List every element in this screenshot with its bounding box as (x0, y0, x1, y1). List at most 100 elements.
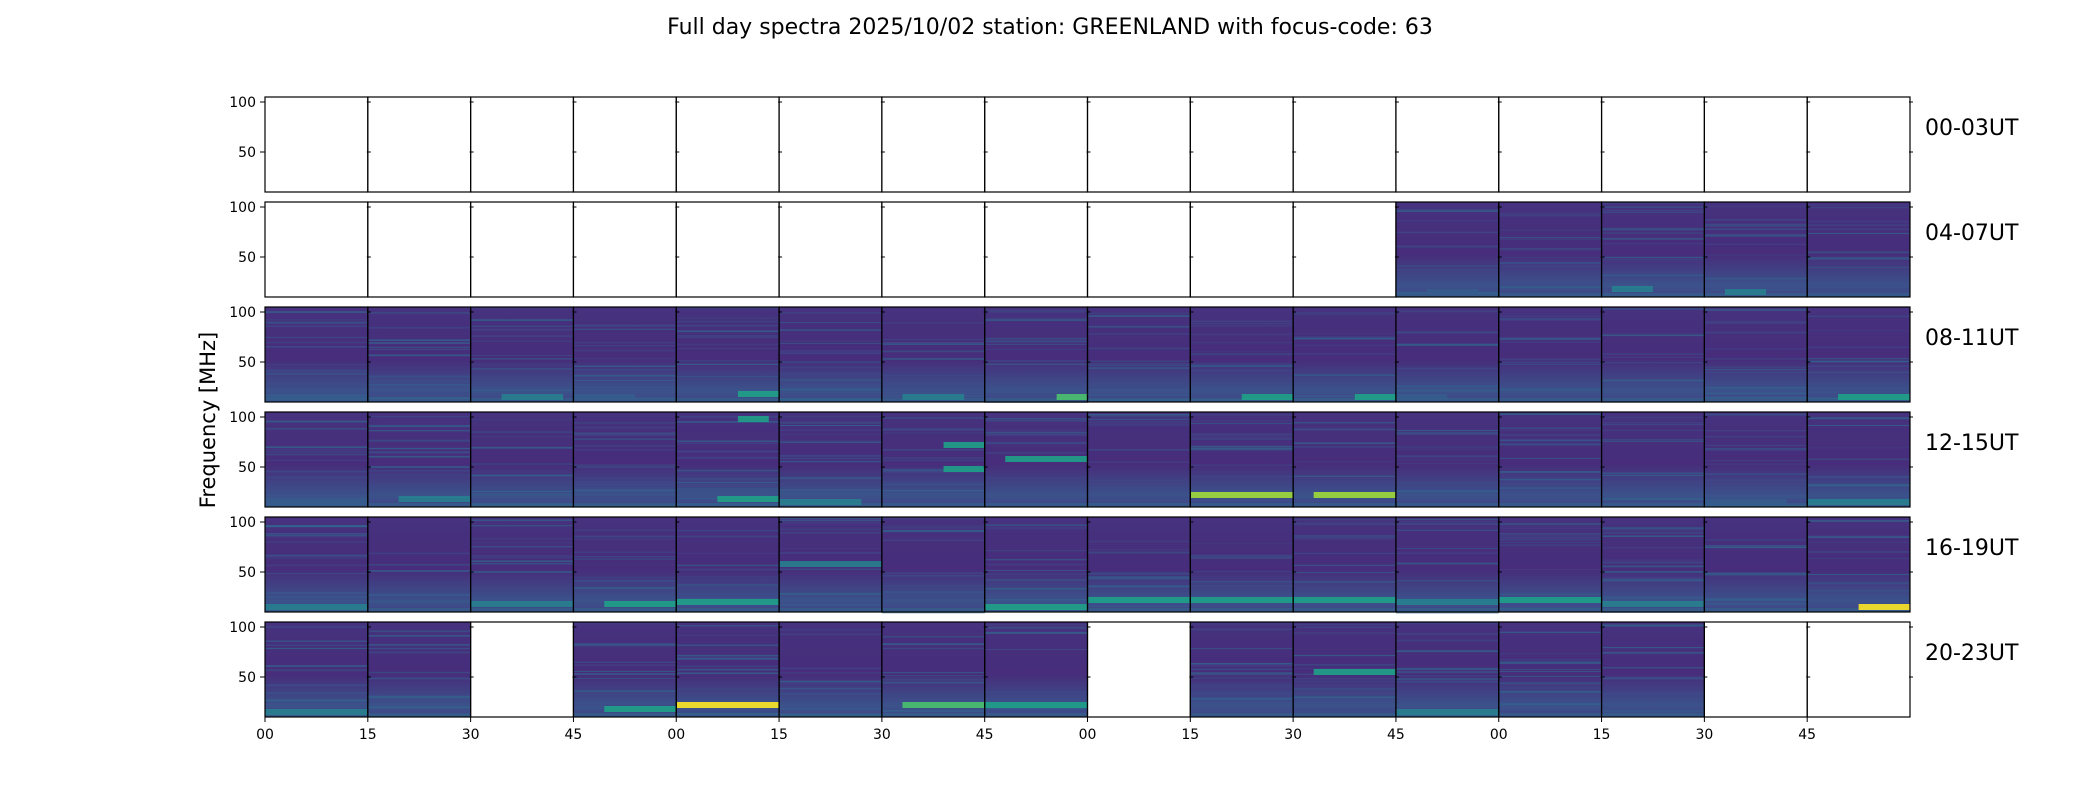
spectrum-background (1293, 517, 1396, 612)
spectrum-line (984, 573, 1088, 575)
spectrum-panel (1293, 517, 1396, 612)
spectrum-line (1190, 697, 1294, 700)
spectrum-line (1807, 389, 1910, 391)
spectrum-line (265, 421, 368, 424)
spectral-feature (1395, 709, 1499, 715)
spectrum-line (265, 541, 368, 543)
spectrum-line (984, 477, 1088, 479)
y-tick-label: 50 (238, 145, 256, 161)
spectrum-line (1498, 658, 1602, 661)
spectrum-line (1498, 690, 1602, 693)
spectrum-line (1293, 312, 1396, 314)
spectrum-line (1395, 429, 1499, 432)
panel-frame (470, 201, 575, 298)
spectral-feature (1313, 669, 1396, 675)
spectrum-line (881, 572, 985, 575)
spectrum-line (1601, 678, 1705, 680)
spectrum-panel (1087, 517, 1191, 613)
spectrum-line (470, 325, 574, 327)
spectrum-line (1601, 440, 1705, 442)
spectrum-line (676, 713, 780, 715)
spectrum-line (881, 681, 985, 684)
panel-frame (1703, 621, 1808, 718)
spectrum-line (1395, 521, 1499, 523)
panel-frame (1806, 201, 1911, 298)
spectrum-line (1498, 471, 1602, 473)
spectrum-line (676, 372, 780, 374)
spectrum-line (367, 588, 471, 591)
spectrum-line (1601, 624, 1705, 627)
spectrum-line (676, 307, 780, 309)
spectrum-line (1395, 529, 1499, 531)
spectrum-line (779, 455, 882, 458)
spectrum-line (1704, 592, 1808, 595)
spectrum-line (1087, 384, 1191, 387)
spectrum-line (1190, 685, 1294, 688)
spectrum-line (1498, 487, 1602, 489)
spectrum-line (881, 596, 985, 599)
spectrum-line (1601, 710, 1705, 712)
spectrum-line (881, 350, 985, 353)
spectrum-line (1498, 265, 1602, 267)
spectrum-line (1395, 220, 1499, 222)
spectrum-background (1807, 307, 1910, 402)
spectrum-line (881, 527, 985, 529)
spectrum-panel (1395, 622, 1499, 717)
spectrum-line (1293, 475, 1396, 477)
spectrum-line (367, 601, 471, 603)
spectrum-line (984, 710, 1088, 713)
spectrum-line (1704, 479, 1808, 482)
spectral-feature (1056, 394, 1088, 400)
spectrum-line (1807, 220, 1910, 223)
spectrum-line (779, 441, 882, 443)
spectrum-line (573, 670, 677, 672)
spectrum-panel (367, 307, 471, 402)
spectrum-line (1293, 623, 1396, 625)
spectrum-line (779, 421, 882, 424)
spectrum-line (1498, 478, 1602, 481)
spectrum-line (1704, 546, 1808, 549)
spectrum-line (1087, 573, 1191, 575)
spectrum-line (1498, 536, 1602, 539)
spectrum-line (470, 538, 574, 540)
spectrum-line (1190, 582, 1294, 583)
spectrum-line (265, 497, 368, 500)
spectrum-line (573, 324, 677, 326)
panel-frame (1189, 201, 1294, 298)
spectrum-line (573, 551, 677, 553)
spectrum-line (1498, 282, 1602, 284)
spectrum-line (779, 330, 882, 332)
spectrum-line (1807, 573, 1910, 576)
spectrum-line (1293, 538, 1396, 540)
spectrum-line (367, 346, 471, 348)
spectrum-line (573, 505, 677, 507)
spectrum-line (265, 525, 368, 528)
spectral-feature (1704, 499, 1787, 505)
spectrum-line (676, 334, 780, 337)
spectrum-line (1704, 380, 1808, 382)
spectrum-background (1087, 412, 1191, 507)
spectrum-line (676, 503, 780, 505)
spectrum-panel (367, 517, 471, 612)
spectrum-line (1190, 438, 1294, 440)
low-frequency-band (573, 713, 677, 717)
spectrum-line (1190, 557, 1294, 559)
spectrum-panel (984, 307, 1088, 403)
spectrum-line (265, 665, 368, 667)
spectral-feature (573, 394, 636, 400)
spectrum-line (779, 477, 882, 480)
spectrum-line (1498, 337, 1602, 339)
spectrum-line (1704, 473, 1808, 476)
spectrum-line (676, 595, 780, 598)
spectrum-line (676, 442, 780, 445)
spectrum-line (779, 667, 882, 670)
spectrum-line (1293, 344, 1396, 346)
spectrum-line (1293, 564, 1396, 566)
spectrum-line (1498, 256, 1602, 258)
spectrum-line (1704, 366, 1808, 368)
spectrum-panel (470, 517, 574, 612)
spectrum-line (676, 672, 780, 675)
spectrum-line (1704, 225, 1808, 227)
spectrum-line (1395, 390, 1499, 392)
spectrum-line (1190, 663, 1294, 665)
